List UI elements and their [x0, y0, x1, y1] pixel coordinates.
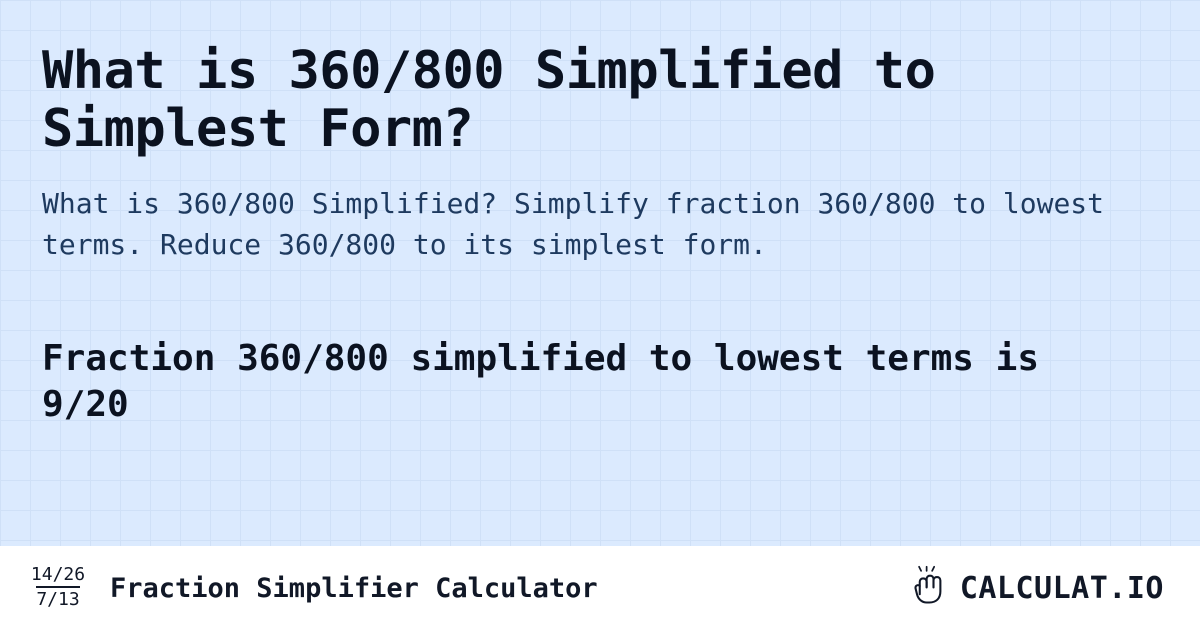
brand-text: CALCULAT.IO: [960, 571, 1164, 606]
tool-name: Fraction Simplifier Calculator: [110, 573, 884, 604]
main-content: What is 360/800 Simplified to Simplest F…: [0, 0, 1200, 428]
brand: CALCULAT.IO: [906, 564, 1164, 612]
fraction-example-icon: 14/26 7/13: [28, 565, 88, 610]
footer-bar: 14/26 7/13 Fraction Simplifier Calculato…: [0, 546, 1200, 630]
page-description: What is 360/800 Simplified? Simplify fra…: [42, 184, 1142, 265]
fraction-example-bottom: 7/13: [36, 586, 79, 611]
page-title: What is 360/800 Simplified to Simplest F…: [42, 42, 1158, 158]
answer-heading: Fraction 360/800 simplified to lowest te…: [42, 336, 1142, 428]
brand-hand-icon: [906, 564, 950, 612]
fraction-example-top: 14/26: [31, 565, 85, 586]
